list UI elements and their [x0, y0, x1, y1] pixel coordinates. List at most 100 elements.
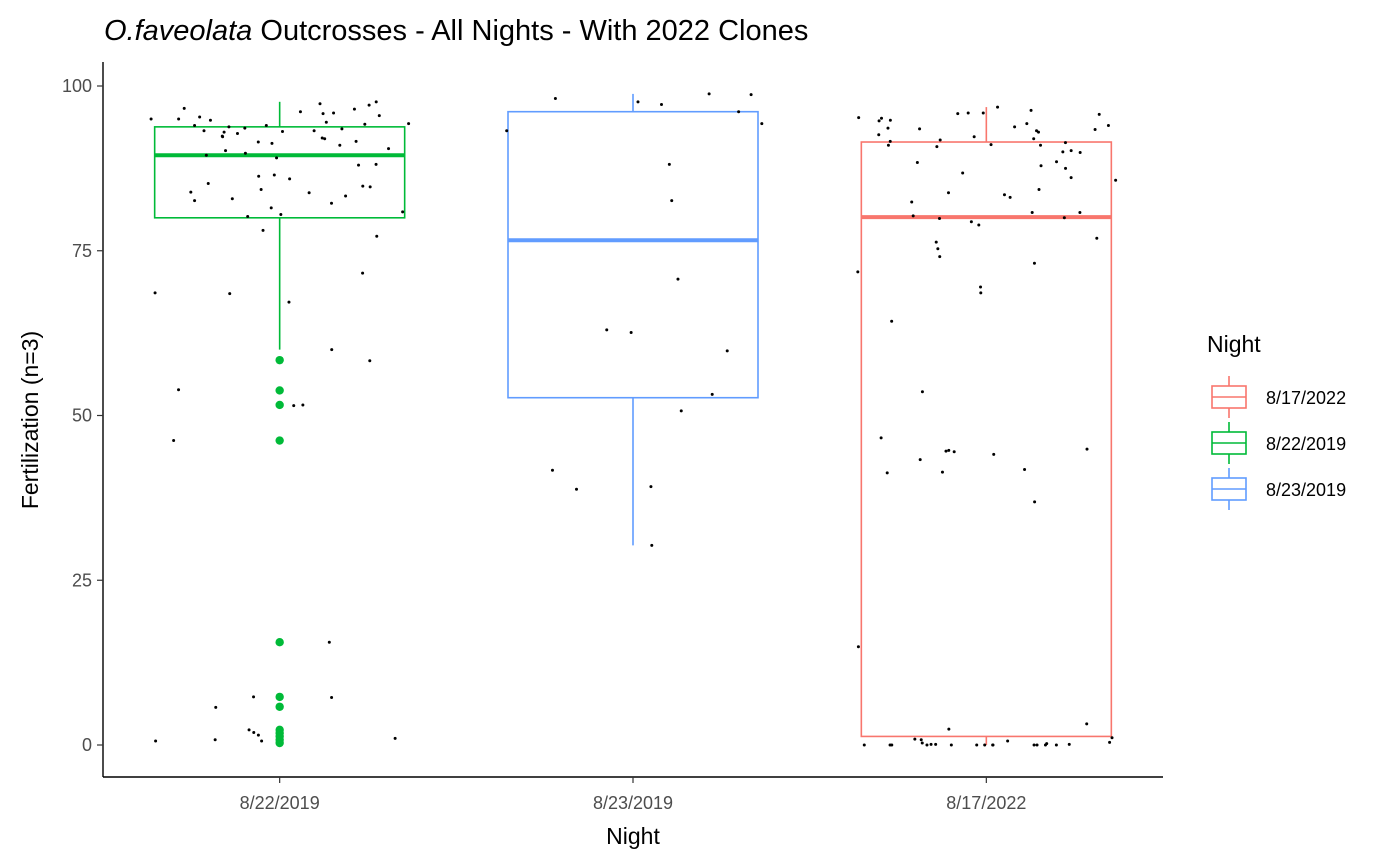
jitter-point-2-54	[1085, 447, 1089, 451]
x-tick-label-1: 8/23/2019	[593, 793, 673, 813]
x-tick-label-0: 8/22/2019	[240, 793, 320, 813]
jitter-point-0-65	[221, 135, 225, 139]
jitter-point-0-33	[230, 197, 234, 201]
jitter-point-0-19	[367, 103, 371, 107]
jitter-point-2-92	[862, 743, 866, 747]
box-0-outlier-0	[275, 355, 284, 365]
jitter-point-2-29	[1025, 122, 1029, 126]
y-tick-label-75: 75	[72, 241, 92, 261]
box-0-outlier-5	[275, 692, 284, 702]
jitter-point-0-62	[321, 112, 325, 116]
jitter-point-0-43	[228, 292, 232, 296]
x-axis-ticks: 8/22/2019 8/23/2019 8/17/2022	[240, 777, 1026, 813]
jitter-point-0-42	[361, 271, 365, 275]
jitter-point-1-16	[649, 485, 653, 489]
jitter-point-0-78	[320, 136, 324, 140]
jitter-point-1-15	[550, 468, 554, 472]
jitter-point-0-71	[368, 185, 372, 189]
jitter-point-1-10	[679, 409, 683, 413]
jitter-point-2-38	[1032, 261, 1036, 265]
jitter-point-2-53	[890, 319, 894, 323]
jitter-point-2-42	[940, 470, 944, 474]
jitter-point-2-78	[1108, 740, 1112, 744]
jitter-point-0-79	[224, 149, 228, 153]
jitter-point-2-47	[989, 143, 993, 147]
plot-area	[149, 92, 1118, 748]
jitter-point-2-87	[1035, 743, 1039, 747]
box-0-outlier-2	[275, 400, 284, 410]
jitter-point-0-70	[288, 177, 292, 181]
jitter-point-2-58	[956, 112, 960, 116]
jitter-point-0-44	[287, 300, 291, 304]
jitter-point-0-27	[374, 162, 378, 166]
jitter-point-2-2	[1097, 112, 1101, 116]
jitter-point-2-33	[1002, 193, 1006, 197]
jitter-point-2-82	[1067, 742, 1071, 746]
jitter-point-2-70	[936, 247, 940, 251]
jitter-point-0-50	[327, 640, 331, 644]
jitter-point-2-66	[946, 191, 950, 195]
jitter-point-0-64	[222, 130, 226, 134]
box-0-outlier-3	[275, 436, 284, 445]
jitter-point-0-2	[312, 129, 316, 133]
jitter-point-0-18	[374, 100, 378, 104]
jitter-point-2-36	[969, 220, 973, 224]
jitter-point-2-17	[1061, 150, 1065, 154]
jitter-point-1-1	[553, 97, 557, 101]
jitter-point-2-39	[947, 448, 951, 452]
jitter-point-2-68	[977, 223, 981, 227]
legend-item-0: 8/17/2022	[1211, 376, 1346, 418]
jitter-point-0-13	[198, 115, 202, 119]
jitter-point-0-77	[280, 129, 284, 133]
jitter-point-0-35	[279, 213, 283, 217]
jitter-point-2-37	[938, 255, 942, 259]
jitter-point-0-54	[247, 728, 251, 732]
jitter-point-0-49	[172, 439, 176, 443]
jitter-point-0-63	[149, 117, 153, 121]
jitter-point-1-13	[760, 122, 764, 126]
jitter-point-0-28	[257, 174, 261, 178]
jitter-point-1-3	[737, 110, 741, 114]
jitter-point-0-25	[243, 151, 247, 155]
chart-title: O.faveolata Outcrosses - All Nights - Wi…	[104, 15, 808, 47]
jitter-point-0-73	[330, 201, 334, 205]
jitter-point-2-41	[918, 458, 922, 462]
jitter-point-2-50	[937, 216, 941, 220]
jitter-point-1-8	[605, 328, 609, 332]
box-0-outlier-6	[275, 702, 284, 711]
jitter-point-2-35	[1030, 211, 1034, 215]
jitter-point-0-6	[193, 124, 197, 128]
jitter-point-2-6	[1063, 141, 1067, 145]
jitter-point-0-11	[235, 131, 239, 135]
jitter-point-1-5	[505, 129, 509, 133]
jitter-point-0-0	[318, 102, 322, 106]
jitter-point-2-43	[885, 471, 889, 475]
jitter-point-0-40	[261, 228, 265, 232]
jitter-point-2-27	[1029, 108, 1033, 112]
jitter-point-0-26	[387, 147, 391, 151]
jitter-point-0-72	[307, 191, 311, 195]
jitter-point-2-96	[949, 743, 953, 747]
jitter-point-2-25	[1023, 468, 1027, 472]
jitter-point-2-75	[913, 737, 917, 741]
jitter-point-2-83	[929, 742, 933, 746]
jitter-point-2-91	[1054, 743, 1058, 747]
jitter-point-2-34	[910, 200, 914, 204]
jitter-point-0-48	[301, 403, 305, 407]
jitter-point-2-52	[979, 291, 983, 295]
jitter-point-0-23	[243, 126, 247, 130]
box-1	[507, 93, 759, 546]
jitter-point-2-22	[856, 270, 860, 274]
box-0-iqr-rect	[153, 126, 406, 219]
jitter-point-0-66	[256, 140, 260, 144]
jitter-point-2-69	[1095, 236, 1099, 240]
jitter-point-0-22	[338, 143, 342, 147]
jitter-point-0-59	[154, 739, 158, 743]
jitter-point-2-57	[1013, 125, 1017, 129]
box-0-outlier-4	[275, 637, 284, 647]
jitter-point-2-71	[879, 436, 883, 440]
jitter-point-0-58	[260, 739, 264, 743]
jitter-point-2-12	[966, 111, 970, 115]
y-tick-label-100: 100	[62, 76, 92, 96]
